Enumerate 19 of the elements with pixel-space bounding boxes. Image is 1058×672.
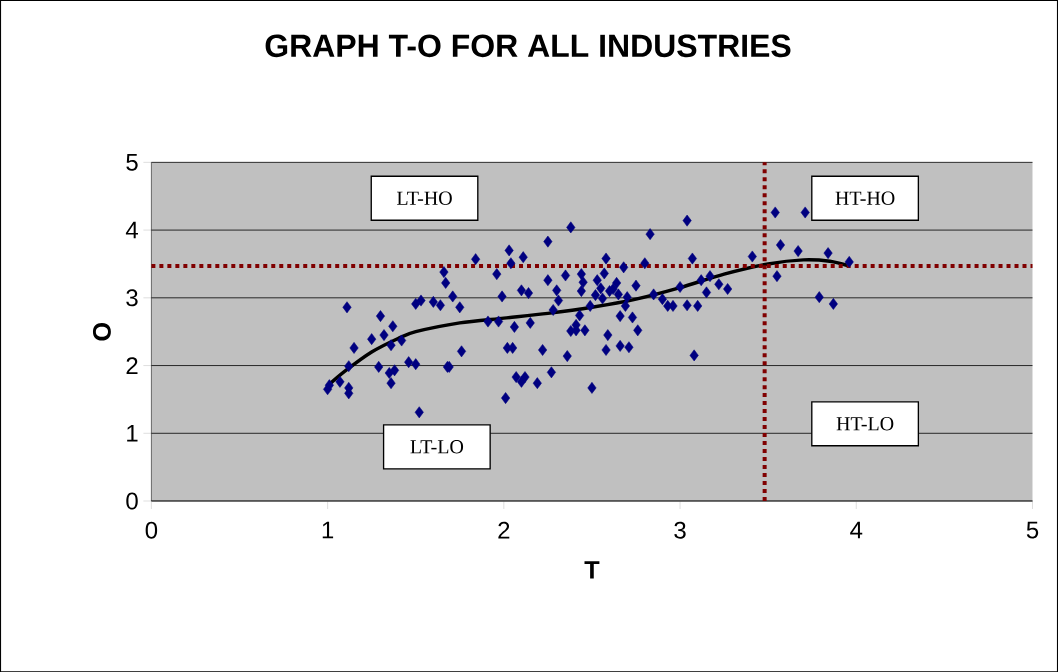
annotation: LT-HO (396, 191, 452, 205)
x-tick-label: 1 (322, 521, 334, 539)
x-axis-title: T (584, 560, 600, 579)
x-tick-label: 5 (1026, 521, 1039, 539)
y-tick-label: 4 (125, 221, 138, 239)
annotation: HT-LO (836, 416, 894, 431)
x-tick-label: 0 (145, 521, 158, 539)
y-tick-label: 1 (127, 424, 138, 442)
annotation: LT-LO (410, 439, 464, 454)
y-axis-title: O (92, 322, 111, 341)
x-tick-label: 3 (674, 521, 686, 539)
x-tick-label: 2 (498, 521, 510, 539)
x-tick-label: 4 (850, 521, 863, 539)
y-tick-label: 5 (126, 153, 138, 171)
chart-title: GRAPH T-O FOR ALL INDUSTRIES (265, 34, 791, 57)
y-tick-label: 2 (126, 356, 138, 374)
annotation: HT-HO (835, 191, 895, 205)
y-tick-label: 3 (126, 289, 138, 307)
y-tick-label: 0 (126, 492, 138, 510)
